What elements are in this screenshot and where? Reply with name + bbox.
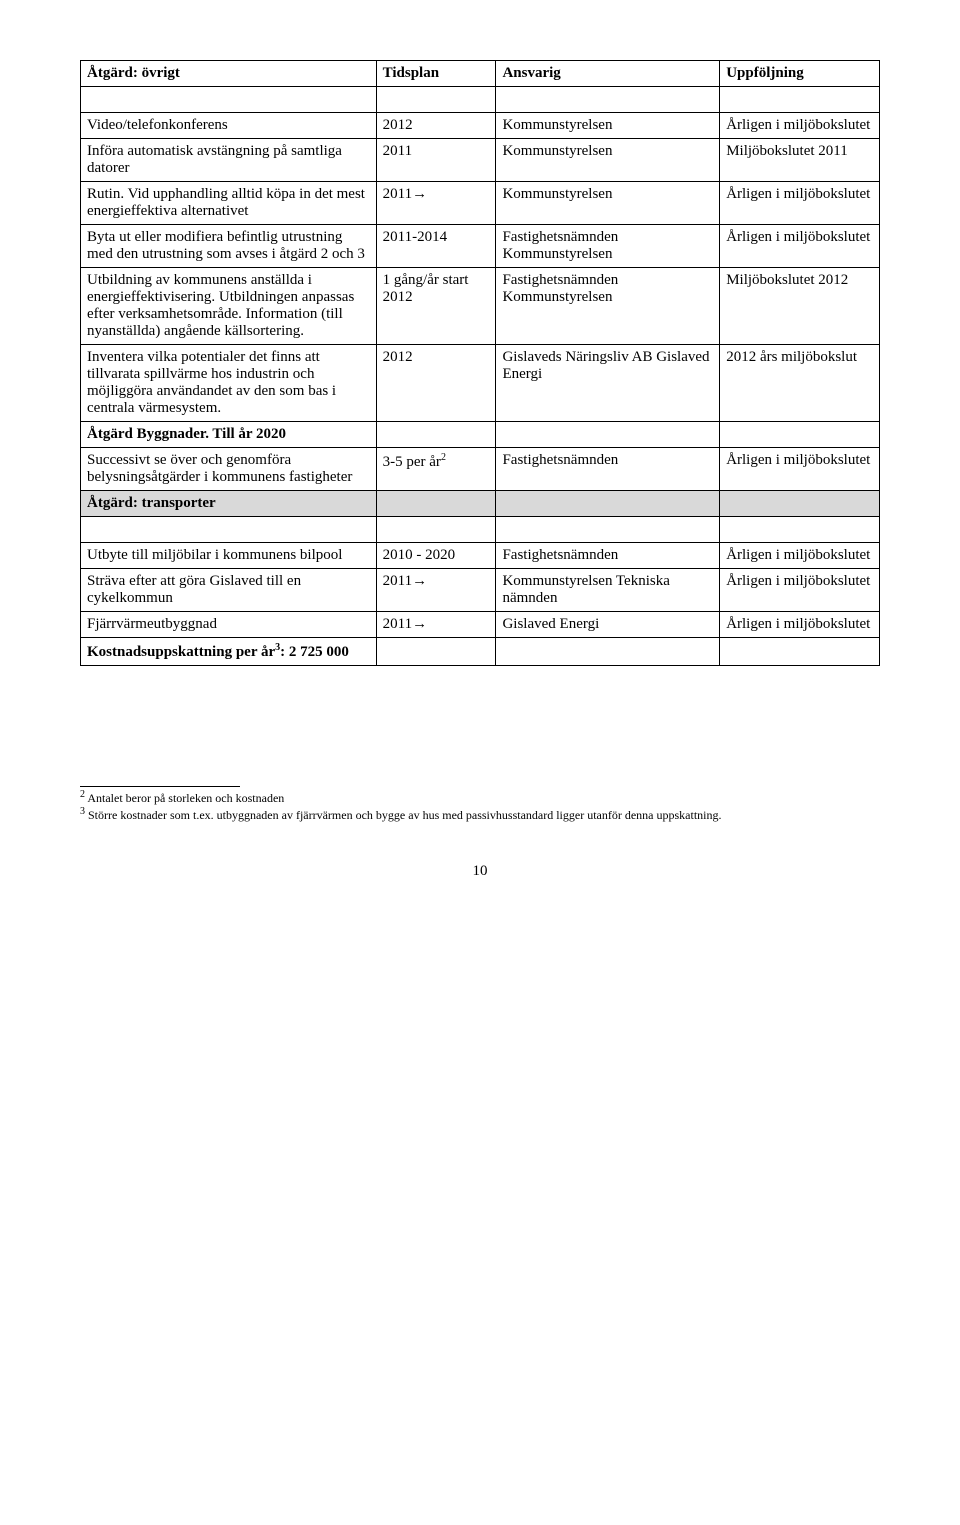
table-row: Video/telefonkonferens 2012 Kommunstyrel…	[81, 113, 880, 139]
spacer-cell	[720, 87, 880, 113]
table-row: Byta ut eller modifiera befintlig utrust…	[81, 225, 880, 268]
cell-atgard: Byta ut eller modifiera befintlig utrust…	[81, 225, 377, 268]
cell-ansvarig: Kommunstyrelsen Tekniska nämnden	[496, 569, 720, 612]
footnote-ref-2: 2	[441, 452, 446, 463]
cell-empty	[376, 638, 496, 666]
header-tidsplan: Tidsplan	[376, 61, 496, 87]
cell-kostnad: Kostnadsuppskattning per år3: 2 725 000	[81, 638, 377, 666]
cell-tidsplan: 3-5 per år2	[376, 448, 496, 491]
table-row: Rutin. Vid upphandling alltid köpa in de…	[81, 182, 880, 225]
header-uppfoljning: Uppföljning	[720, 61, 880, 87]
cell-tidsplan: 1 gång/år start 2012	[376, 268, 496, 345]
table-row: Utbildning av kommunens anställda i ener…	[81, 268, 880, 345]
cell-atgard: Utbildning av kommunens anställda i ener…	[81, 268, 377, 345]
cell-empty	[496, 422, 720, 448]
cell-empty	[720, 638, 880, 666]
cell-tidsplan: 2011→	[376, 612, 496, 638]
table-row: Utbyte till miljöbilar i kommunens bilpo…	[81, 543, 880, 569]
cell-uppfoljning: Årligen i miljöbokslutet	[720, 612, 880, 638]
footnote-rule	[80, 786, 240, 787]
spacer-row	[81, 87, 880, 113]
cell-tidsplan: 2011	[376, 139, 496, 182]
tidsplan-text: 3-5 per år	[383, 454, 441, 470]
cell-empty	[496, 491, 720, 517]
spacer-cell	[376, 87, 496, 113]
header-row: Åtgärd: övrigt Tidsplan Ansvarig Uppfölj…	[81, 61, 880, 87]
cell-empty	[720, 491, 880, 517]
section-row-byggnader: Åtgärd Byggnader. Till år 2020	[81, 422, 880, 448]
spacer-cell	[81, 87, 377, 113]
cell-tidsplan: 2012	[376, 345, 496, 422]
spacer-cell	[81, 517, 377, 543]
page-number: 10	[80, 863, 880, 880]
cell-atgard: Utbyte till miljöbilar i kommunens bilpo…	[81, 543, 377, 569]
cell-uppfoljning: Miljöbokslutet 2011	[720, 139, 880, 182]
spacer-row	[81, 517, 880, 543]
cell-uppfoljning: Årligen i miljöbokslutet	[720, 225, 880, 268]
footnotes: 2 Antalet beror på storleken och kostnad…	[80, 786, 880, 823]
cell-atgard: Video/telefonkonferens	[81, 113, 377, 139]
cell-uppfoljning: Miljöbokslutet 2012	[720, 268, 880, 345]
kostnad-pre: Kostnadsuppskattning per år	[87, 644, 275, 660]
cell-ansvarig: Gislaved Energi	[496, 612, 720, 638]
kostnad-post: : 2 725 000	[280, 644, 349, 660]
cell-ansvarig: Gislaveds Näringsliv AB Gislaved Energi	[496, 345, 720, 422]
footnote-3: 3 Större kostnader som t.ex. utbyggnaden…	[80, 806, 880, 823]
cell-tidsplan: 2011-2014	[376, 225, 496, 268]
spacer-cell	[496, 517, 720, 543]
cell-uppfoljning: Årligen i miljöbokslutet	[720, 543, 880, 569]
data-table: Åtgärd: övrigt Tidsplan Ansvarig Uppfölj…	[80, 60, 880, 666]
cell-section: Åtgärd Byggnader. Till år 2020	[81, 422, 377, 448]
cell-ansvarig: Kommunstyrelsen	[496, 139, 720, 182]
spacer-cell	[376, 517, 496, 543]
footnote-text: Antalet beror på storleken och kostnaden	[85, 791, 284, 805]
cell-ansvarig: Fastighetsnämnden Kommunstyrelsen	[496, 268, 720, 345]
cell-tidsplan: 2010 - 2020	[376, 543, 496, 569]
cell-ansvarig: Fastighetsnämnden	[496, 448, 720, 491]
cell-uppfoljning: Årligen i miljöbokslutet	[720, 448, 880, 491]
cell-uppfoljning: Årligen i miljöbokslutet	[720, 569, 880, 612]
cell-atgard: Inventera vilka potentialer det finns at…	[81, 345, 377, 422]
cell-tidsplan: 2012	[376, 113, 496, 139]
cell-atgard: Rutin. Vid upphandling alltid köpa in de…	[81, 182, 377, 225]
cell-atgard: Sträva efter att göra Gislaved till en c…	[81, 569, 377, 612]
cell-empty	[376, 491, 496, 517]
table-row: Införa automatisk avstängning på samtlig…	[81, 139, 880, 182]
table-row: Sträva efter att göra Gislaved till en c…	[81, 569, 880, 612]
footnote-2: 2 Antalet beror på storleken och kostnad…	[80, 789, 880, 806]
cell-empty	[376, 422, 496, 448]
cell-atgard: Införa automatisk avstängning på samtlig…	[81, 139, 377, 182]
header-ansvarig: Ansvarig	[496, 61, 720, 87]
cell-ansvarig: Kommunstyrelsen	[496, 182, 720, 225]
cell-uppfoljning: Årligen i miljöbokslutet	[720, 113, 880, 139]
cell-tidsplan: 2011→	[376, 182, 496, 225]
cell-empty	[720, 422, 880, 448]
header-atgard: Åtgärd: övrigt	[81, 61, 377, 87]
cell-ansvarig: Fastighetsnämnden	[496, 543, 720, 569]
table-row: Inventera vilka potentialer det finns at…	[81, 345, 880, 422]
section-row-transporter: Åtgärd: transporter	[81, 491, 880, 517]
cell-uppfoljning: 2012 års miljöbokslut	[720, 345, 880, 422]
cell-ansvarig: Kommunstyrelsen	[496, 113, 720, 139]
spacer-cell	[720, 517, 880, 543]
cell-empty	[496, 638, 720, 666]
cell-uppfoljning: Årligen i miljöbokslutet	[720, 182, 880, 225]
cell-ansvarig: Fastighetsnämnden Kommunstyrelsen	[496, 225, 720, 268]
table-row-kostnad: Kostnadsuppskattning per år3: 2 725 000	[81, 638, 880, 666]
table-row: Successivt se över och genomföra belysni…	[81, 448, 880, 491]
spacer-cell	[496, 87, 720, 113]
cell-tidsplan: 2011→	[376, 569, 496, 612]
cell-atgard: Fjärrvärmeutbyggnad	[81, 612, 377, 638]
footnote-text: Större kostnader som t.ex. utbyggnaden a…	[85, 808, 722, 822]
cell-atgard: Successivt se över och genomföra belysni…	[81, 448, 377, 491]
cell-section: Åtgärd: transporter	[81, 491, 377, 517]
table-row: Fjärrvärmeutbyggnad 2011→ Gislaved Energ…	[81, 612, 880, 638]
